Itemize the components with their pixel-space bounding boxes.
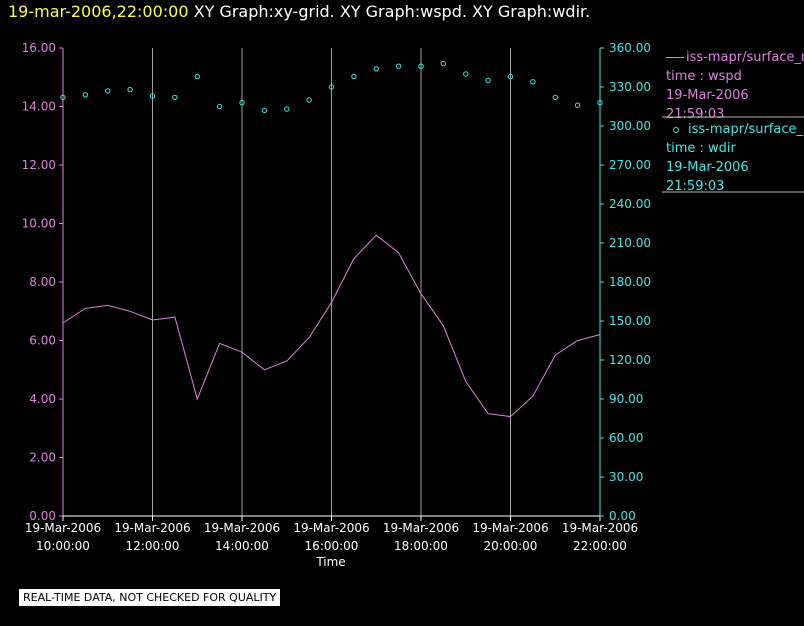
x-tick-date: 19-Mar-2006 xyxy=(472,521,548,535)
legend-wdir: iss-mapr/surface_m time : wdir 19-Mar-20… xyxy=(666,120,804,196)
left-tick-label: 16.00 xyxy=(22,41,56,55)
wdir-point xyxy=(351,73,357,80)
x-tick-time: 16:00:00 xyxy=(305,539,359,553)
right-tick-label: 270.00 xyxy=(609,158,651,172)
x-tick-time: 10:00:00 xyxy=(36,539,90,553)
wdir-point xyxy=(261,107,268,114)
wdir-point xyxy=(149,93,156,99)
right-tick-label: 210.00 xyxy=(609,236,651,250)
wdir-point xyxy=(216,103,223,110)
left-tick-label: 2.00 xyxy=(29,451,56,465)
left-tick-label: 6.00 xyxy=(29,334,56,348)
left-tick-label: 14.00 xyxy=(22,100,56,114)
wdir-point xyxy=(82,92,89,98)
left-tick-label: 10.00 xyxy=(22,217,56,231)
legend-wdir-series: iss-mapr/surface_m xyxy=(688,122,804,137)
chart-header: 19-mar-2006,22:00:00 XY Graph:xy-grid. X… xyxy=(8,2,590,21)
right-tick-label: 120.00 xyxy=(609,353,651,367)
wdir-point xyxy=(552,94,558,101)
wdir-point xyxy=(306,97,312,103)
wdir-point xyxy=(105,88,111,94)
legend-wspd-time: 21:59:03 xyxy=(666,107,725,122)
x-tick-date: 19-Mar-2006 xyxy=(25,521,101,535)
wdir-point xyxy=(239,99,245,106)
right-tick-label: 150.00 xyxy=(609,314,651,328)
x-tick-date: 19-Mar-2006 xyxy=(293,521,369,535)
x-tick-date: 19-Mar-2006 xyxy=(204,521,280,535)
header-time: 19-mar-2006,22:00:00 xyxy=(8,2,189,21)
legend-wdir-date: 19-Mar-2006 xyxy=(666,160,749,175)
legend-wdir-var: time : wdir xyxy=(666,141,736,156)
grid-lines xyxy=(152,48,511,516)
axes: 19-Mar-2006 10:00:00 19-Mar-2006 12:00:00 19… xyxy=(22,41,651,553)
x-tick-time: 12:00:00 xyxy=(126,539,180,553)
quality-disclaimer: REAL-TIME DATA, NOT CHECKED FOR QUALITY xyxy=(19,589,281,606)
wdir-point xyxy=(530,79,536,85)
x-tick-time: 22:00:00 xyxy=(573,539,627,553)
wdir-point xyxy=(373,66,379,72)
wdir-point xyxy=(463,71,469,77)
right-tick-label: 360.00 xyxy=(609,41,651,55)
wdir-point xyxy=(440,60,447,67)
x-tick-time: 20:00:00 xyxy=(484,539,538,553)
legend-wspd-series: iss-mapr/surface_m xyxy=(686,50,804,65)
wdir-point xyxy=(194,73,201,80)
right-tick-label: 60.00 xyxy=(609,431,643,445)
x-axis-label: Time xyxy=(315,555,345,569)
wdir-point xyxy=(284,106,290,112)
left-tick-label: 12.00 xyxy=(22,158,56,172)
wdir-point xyxy=(485,77,491,84)
wdir-point xyxy=(574,102,581,108)
legend-line-swatch xyxy=(666,57,684,58)
x-tick-time: 14:00:00 xyxy=(215,539,269,553)
right-tick-label: 0.00 xyxy=(609,509,636,523)
x-tick-date: 19-Mar-2006 xyxy=(114,521,190,535)
header-title: XY Graph:xy-grid. XY Graph:wspd. XY Grap… xyxy=(193,2,591,21)
right-tick-label: 330.00 xyxy=(609,80,651,94)
legend-wspd-date: 19-Mar-2006 xyxy=(666,88,749,103)
left-tick-label: 0.00 xyxy=(29,509,56,523)
wdir-point xyxy=(507,73,514,80)
wdir-point xyxy=(127,86,133,93)
right-tick-label: 90.00 xyxy=(609,392,643,406)
wspd-series xyxy=(62,234,601,418)
legend-wdir-time: 21:59:03 xyxy=(666,179,725,194)
right-tick-label: 240.00 xyxy=(609,197,651,211)
right-tick-label: 30.00 xyxy=(609,470,643,484)
x-tick-date: 19-Mar-2006 xyxy=(562,521,638,535)
wdir-point xyxy=(395,63,402,69)
wdir-series xyxy=(60,60,603,114)
legend-wspd-var: time : wspd xyxy=(666,69,742,84)
wspd-line xyxy=(62,234,601,418)
x-tick-date: 19-Mar-2006 xyxy=(383,521,459,535)
right-tick-label: 300.00 xyxy=(609,119,651,133)
wdir-point xyxy=(328,84,335,90)
legend-wspd: iss-mapr/surface_m time : wspd 19-Mar-20… xyxy=(666,48,804,124)
left-tick-label: 8.00 xyxy=(29,275,56,289)
x-tick-time: 18:00:00 xyxy=(394,539,448,553)
left-tick-label: 4.00 xyxy=(29,392,56,406)
legend-circle-marker xyxy=(673,126,679,133)
wdir-point xyxy=(418,63,424,69)
wdir-point xyxy=(172,94,178,101)
right-tick-label: 180.00 xyxy=(609,275,651,289)
